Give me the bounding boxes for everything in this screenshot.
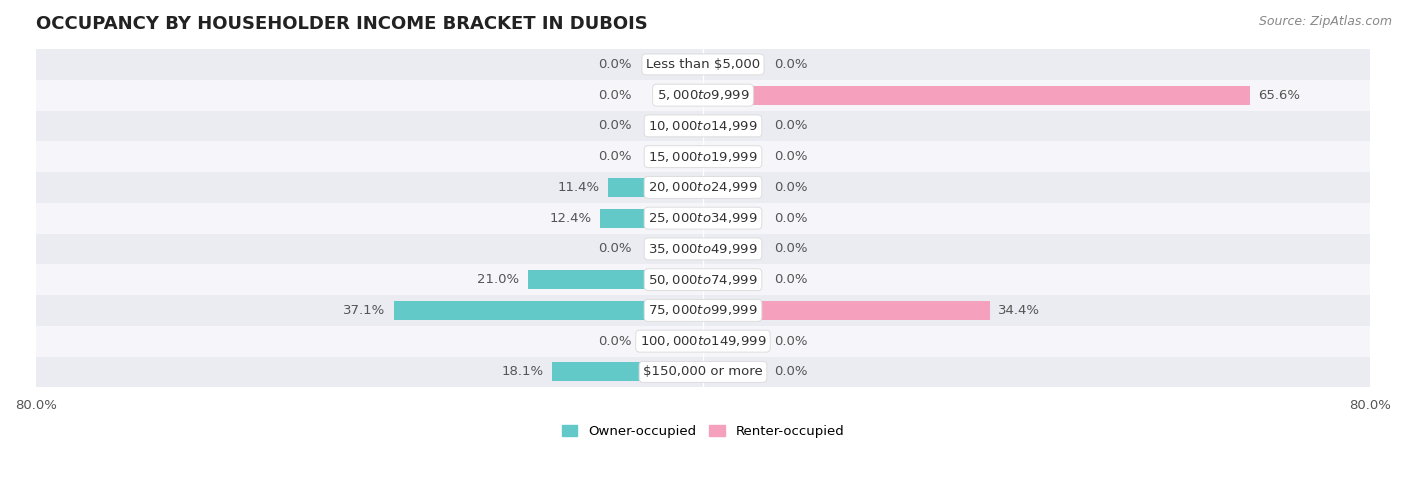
Bar [553, 363, 703, 382]
Text: $25,000 to $34,999: $25,000 to $34,999 [648, 211, 758, 225]
Text: $100,000 to $149,999: $100,000 to $149,999 [640, 334, 766, 348]
Text: OCCUPANCY BY HOUSEHOLDER INCOME BRACKET IN DUBOIS: OCCUPANCY BY HOUSEHOLDER INCOME BRACKET … [37, 15, 648, 33]
Bar [37, 357, 1369, 387]
Text: 0.0%: 0.0% [773, 120, 807, 132]
Bar [37, 141, 1369, 172]
Text: 65.6%: 65.6% [1258, 88, 1301, 102]
Bar [527, 270, 703, 289]
Bar [37, 264, 1369, 295]
Text: $75,000 to $99,999: $75,000 to $99,999 [648, 303, 758, 317]
Bar [37, 203, 1369, 234]
Text: 0.0%: 0.0% [773, 243, 807, 256]
Text: $50,000 to $74,999: $50,000 to $74,999 [648, 273, 758, 287]
Text: 0.0%: 0.0% [599, 150, 633, 163]
Text: 34.4%: 34.4% [998, 304, 1040, 317]
Text: 0.0%: 0.0% [599, 120, 633, 132]
Bar [37, 80, 1369, 110]
Text: 21.0%: 21.0% [478, 273, 520, 286]
Text: 11.4%: 11.4% [558, 181, 599, 194]
Bar [394, 301, 703, 320]
Bar [703, 301, 990, 320]
Text: Less than $5,000: Less than $5,000 [645, 58, 761, 71]
Text: 0.0%: 0.0% [773, 335, 807, 347]
Bar [37, 234, 1369, 264]
Bar [37, 172, 1369, 203]
Legend: Owner-occupied, Renter-occupied: Owner-occupied, Renter-occupied [557, 419, 849, 443]
Text: $15,000 to $19,999: $15,000 to $19,999 [648, 150, 758, 164]
Text: $20,000 to $24,999: $20,000 to $24,999 [648, 180, 758, 194]
Text: Source: ZipAtlas.com: Source: ZipAtlas.com [1258, 15, 1392, 28]
Text: 37.1%: 37.1% [343, 304, 385, 317]
Text: 0.0%: 0.0% [773, 181, 807, 194]
Text: 0.0%: 0.0% [599, 243, 633, 256]
Text: $35,000 to $49,999: $35,000 to $49,999 [648, 242, 758, 256]
Text: 0.0%: 0.0% [773, 212, 807, 225]
Text: 0.0%: 0.0% [599, 88, 633, 102]
Bar [607, 178, 703, 197]
Bar [703, 86, 1250, 104]
Text: 18.1%: 18.1% [502, 365, 544, 379]
Text: 0.0%: 0.0% [599, 58, 633, 71]
Text: 0.0%: 0.0% [773, 58, 807, 71]
Text: $10,000 to $14,999: $10,000 to $14,999 [648, 119, 758, 133]
Text: 0.0%: 0.0% [773, 150, 807, 163]
Text: $5,000 to $9,999: $5,000 to $9,999 [657, 88, 749, 102]
Bar [37, 110, 1369, 141]
Text: 12.4%: 12.4% [550, 212, 592, 225]
Bar [37, 295, 1369, 326]
Text: 0.0%: 0.0% [773, 365, 807, 379]
Text: 0.0%: 0.0% [773, 273, 807, 286]
Bar [599, 208, 703, 227]
Bar [37, 326, 1369, 357]
Text: 0.0%: 0.0% [599, 335, 633, 347]
Bar [37, 49, 1369, 80]
Text: $150,000 or more: $150,000 or more [643, 365, 763, 379]
